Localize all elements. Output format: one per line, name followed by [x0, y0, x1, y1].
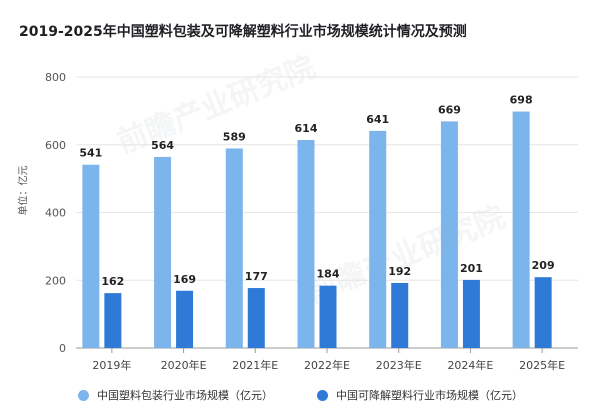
data-label: 162 [101, 275, 124, 288]
x-tick-label: 2021年E [232, 358, 278, 372]
data-label: 177 [245, 270, 268, 283]
y-tick-label: 600 [45, 139, 66, 152]
data-label: 641 [366, 113, 389, 126]
bar-degradable [534, 277, 552, 348]
data-label: 541 [79, 147, 102, 160]
y-tick-label: 400 [45, 207, 66, 220]
x-tick-label: 2019年 [92, 358, 131, 372]
data-label: 564 [151, 139, 174, 152]
data-label: 184 [317, 268, 340, 281]
bar-degradable [176, 290, 194, 348]
bar-packaging [154, 156, 172, 348]
data-label: 201 [460, 262, 483, 275]
legend-label-degradable: 中国可降解塑料行业市场规模（亿元） [336, 389, 523, 402]
bar-packaging [512, 111, 530, 349]
legend-label-packaging: 中国塑料包装行业市场规模（亿元） [97, 389, 273, 402]
bar-packaging [440, 121, 458, 348]
legend-item-degradable[interactable]: 中国可降解塑料行业市场规模（亿元） [317, 387, 523, 403]
bar-packaging [82, 164, 100, 348]
x-tick-label: 2022年E [304, 358, 350, 372]
bar-degradable [462, 279, 480, 348]
legend: 中国塑料包装行业市场规模（亿元） 中国可降解塑料行业市场规模（亿元） [78, 387, 567, 403]
x-tick-label: 2023年E [376, 358, 422, 372]
data-label: 669 [438, 103, 461, 116]
bar-packaging [297, 140, 315, 348]
bar-degradable [319, 285, 337, 348]
bar-packaging [225, 148, 243, 348]
chart-title: 2019-2025年中国塑料包装及可降解塑料行业市场规模统计情况及预测 [19, 24, 467, 40]
legend-swatch-packaging [78, 389, 89, 401]
data-label: 209 [532, 259, 555, 272]
data-label: 698 [510, 94, 533, 107]
legend-item-packaging[interactable]: 中国塑料包装行业市场规模（亿元） [78, 387, 273, 403]
data-label: 614 [295, 122, 318, 135]
y-tick-label: 800 [45, 71, 66, 84]
x-tick-label: 2025年E [519, 358, 565, 372]
data-label: 589 [223, 130, 246, 143]
bar-degradable [247, 288, 265, 348]
y-tick-label: 200 [45, 274, 66, 287]
x-tick-label: 2024年E [447, 358, 493, 372]
x-tick-label: 2020年E [161, 358, 207, 372]
bar-packaging [369, 130, 387, 348]
bar-degradable [104, 293, 122, 348]
legend-swatch-degradable [317, 389, 328, 401]
y-tick-label: 0 [59, 342, 66, 355]
data-label: 192 [388, 265, 411, 278]
data-label: 169 [173, 273, 196, 286]
bar-degradable [391, 282, 409, 348]
